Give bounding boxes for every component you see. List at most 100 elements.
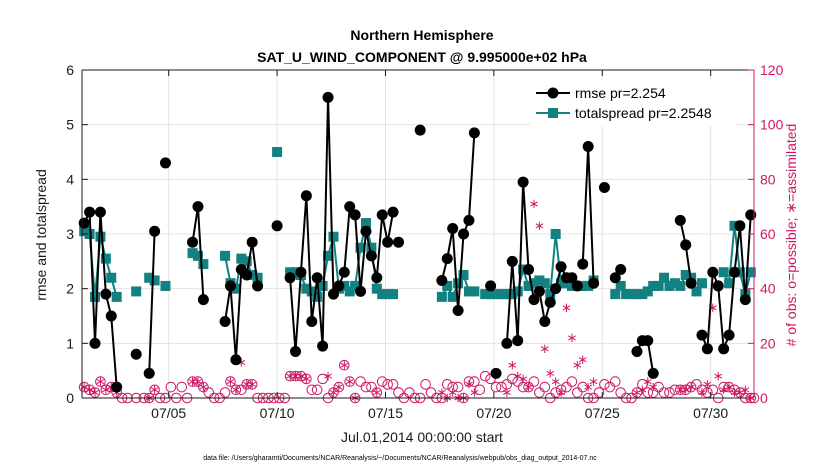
legend-rmse-label: rmse pr=2.254 [575,85,666,101]
rmse-point [344,201,356,213]
totalspread-point [631,289,642,300]
obs-assimilated-point [519,374,528,384]
obs-possible-point [561,381,572,393]
obs-possible-point [496,381,507,393]
totalspread-point [371,283,382,294]
totalspread-point [583,280,594,291]
rmse-point [143,367,155,379]
legend: rmse pr=2.254 totalspread pr=2.2548 [530,80,736,126]
obs-assimilated-point [199,382,208,392]
rmse-point [159,157,171,169]
rmse-point [130,348,142,360]
totalspread-point [680,270,691,280]
obs-possible-point [333,381,345,393]
totalspread-point [615,280,626,291]
rmse-point [512,335,524,347]
totalspread-point [90,291,101,302]
rmse-point [197,294,209,306]
y-tick-label-left: 0 [66,390,74,406]
x-tick-label: 07/10 [260,405,295,421]
totalspread-point [111,291,122,302]
totalspread-point [355,242,366,253]
rmse-point [463,214,475,226]
rmse-point [566,272,578,284]
legend-box [530,80,736,126]
obs-assimilated-point [535,221,544,230]
rmse-point [712,280,724,292]
rmse-point [441,253,453,265]
totalspread-point [534,275,545,286]
rmse-point [78,217,90,229]
obs-possible-point [615,387,626,398]
rmse-point [723,329,735,341]
rmse-point [284,272,296,284]
totalspread-point [272,147,283,157]
rmse-point [89,337,101,349]
totalspread-point [252,272,263,283]
rmse-point [94,206,106,218]
legend-spread-label: totalspread pr=2.2548 [575,105,712,121]
totalspread-point [198,259,209,270]
obs-assimilated-point [578,355,587,364]
obs-assimilated-point [194,377,202,386]
obs-assimilated-point [540,344,549,353]
rmse-point [414,124,426,136]
obs-possible-point [387,379,399,390]
rmse-point [680,239,692,251]
rmse-point [105,310,117,322]
rmse-point [490,367,502,379]
y-tick-label-right: 60 [760,226,776,242]
rmse-point [447,223,459,235]
obs-possible-point [404,387,415,398]
obs-assimilated-point [714,371,723,381]
rmse-point [355,285,367,297]
obs-assimilated-point [302,374,311,384]
y-tick-label-left: 3 [66,226,74,242]
obs-assimilated-point [741,385,750,394]
obs-assimilated-point [643,377,652,386]
rmse-point [647,367,659,379]
obs-possible-point [599,379,610,390]
rmse-point [533,285,545,297]
totalspread-point [469,286,480,297]
rmse-point [631,346,643,358]
totalspread-point [149,275,160,286]
rmse-point [685,277,697,289]
rmse-point [111,381,123,393]
obs-possible-point [78,381,90,393]
rmse-point [338,266,350,278]
y-tick-label-right: 0 [760,390,768,406]
totalspread-point [192,250,203,261]
obs-possible-point [452,381,464,393]
rmse-point [571,280,583,292]
obs-assimilated-point [557,388,565,397]
obs-possible-point [344,376,356,387]
rmse-point [539,315,551,327]
rmse-point [701,343,713,355]
obs-assimilated-point [638,385,647,394]
obs-possible-point [474,384,486,396]
obs-possible-point [566,376,578,387]
obs-possible-point [225,376,236,387]
axes: 07/05 07/10 07/15 07/20 07/25 07/300123456020… [66,62,783,421]
obs-assimilated-point [703,380,712,389]
totalspread-point [523,280,534,291]
obs-assimilated-point [584,382,593,392]
obs-possible-point [89,387,101,398]
rmse-point [311,272,323,284]
rmse-point [745,209,757,221]
totalspread-point [131,286,142,297]
rmse-point [360,225,372,237]
obs-possible-point [506,373,518,385]
totalspread-point [528,278,539,289]
rmse-point [392,236,404,248]
totalspread-point [160,280,171,291]
chart-title: Northern Hemisphere [350,27,493,43]
obs-assimilated-point [334,382,343,392]
y-tick-label-left: 6 [66,62,74,78]
rmse-line [148,231,156,374]
rmse-point [327,288,339,300]
y-tick-label-right: 120 [760,62,784,78]
totalspread-point [491,289,502,300]
totalspread-point [344,286,355,297]
